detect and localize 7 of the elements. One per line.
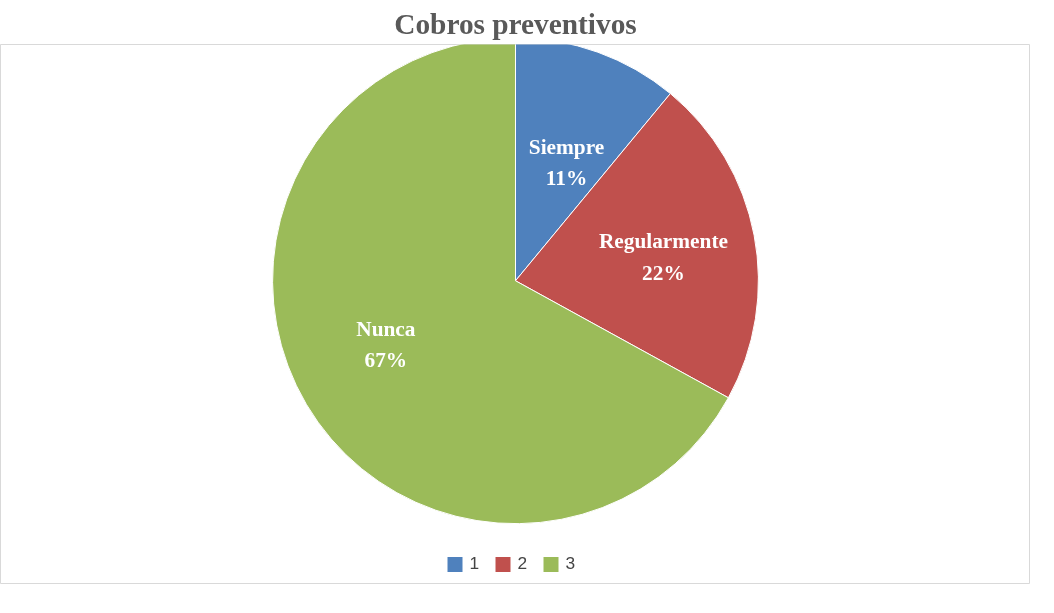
legend-label: 3 [565,553,577,574]
data-label: Nunca 67% [356,316,416,373]
data-label: Regularmente 22% [598,229,729,285]
data-label: Siempre 11% [528,134,605,191]
legend-label: 1 [469,553,481,574]
chart-title: Cobros preventivos [394,7,637,40]
legend-label: 2 [517,553,529,574]
